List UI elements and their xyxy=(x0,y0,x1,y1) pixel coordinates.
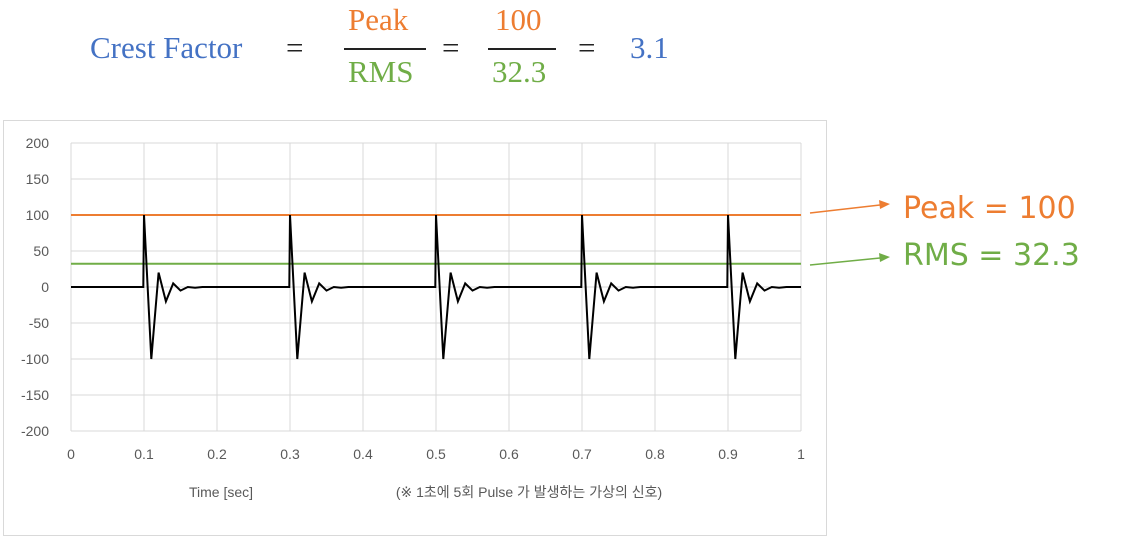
y-tick-label: 50 xyxy=(33,243,49,259)
y-tick-label: -200 xyxy=(21,423,49,439)
formula-lhs: Crest Factor xyxy=(90,30,243,65)
y-tick-label: 150 xyxy=(26,171,50,187)
x-axis-label: Time [sec] xyxy=(189,484,253,500)
peak-arrowhead xyxy=(879,200,890,209)
y-tick-label: 100 xyxy=(26,207,50,223)
formula-equals-2: = xyxy=(442,30,460,65)
formula-result: 3.1 xyxy=(630,30,669,65)
x-tick-label: 1 xyxy=(797,446,805,462)
pulse-signal-line xyxy=(71,214,801,360)
x-tick-label: 0.2 xyxy=(207,446,227,462)
y-tick-label: -100 xyxy=(21,351,49,367)
rms-arrowhead xyxy=(879,253,890,262)
y-tick-label: -150 xyxy=(21,387,49,403)
chart-note: (※ 1초에 5회 Pulse 가 발생하는 가상의 신호) xyxy=(396,484,662,500)
peak-callout: Peak = 100 xyxy=(903,191,1076,226)
formula-peak-numerator: Peak xyxy=(348,2,409,37)
chart-area: 200 150 100 50 0 -50 -100 -150 -200 0 0.1 0.2 0.3 0.4… xyxy=(3,120,827,536)
x-tick-label: 0.1 xyxy=(134,446,154,462)
y-tick-label: -50 xyxy=(29,315,49,331)
x-tick-label: 0.9 xyxy=(718,446,738,462)
y-tick-label: 200 xyxy=(26,135,50,151)
formula-rms-denominator: RMS xyxy=(348,54,414,89)
fraction-line-1 xyxy=(344,48,426,50)
formula-rms-value: 32.3 xyxy=(492,54,547,89)
x-tick-label: 0.3 xyxy=(280,446,300,462)
x-tick-label: 0.5 xyxy=(426,446,446,462)
formula-equals-3: = xyxy=(578,30,596,65)
y-tick-label: 0 xyxy=(41,279,49,295)
formula-peak-value: 100 xyxy=(495,2,542,37)
line-chart: 200 150 100 50 0 -50 -100 -150 -200 0 0.1 0.2 0.3 0.4… xyxy=(21,135,805,500)
formula-equals-1: = xyxy=(286,30,304,65)
fraction-line-2 xyxy=(488,48,556,50)
x-tick-label: 0.6 xyxy=(499,446,519,462)
x-tick-label: 0.7 xyxy=(572,446,592,462)
x-tick-label: 0.4 xyxy=(353,446,373,462)
x-tick-label: 0 xyxy=(67,446,75,462)
x-tick-label: 0.8 xyxy=(645,446,665,462)
rms-callout: RMS = 32.3 xyxy=(903,238,1080,273)
crest-factor-formula: Crest Factor = Peak RMS = 100 32.3 = 3.1 xyxy=(90,0,710,100)
